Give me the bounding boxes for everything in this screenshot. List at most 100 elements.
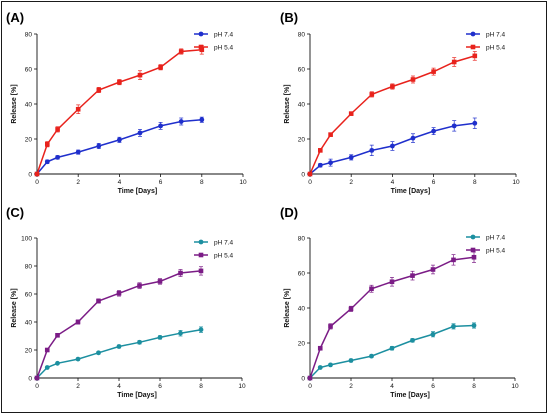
- data-point: [328, 160, 333, 166]
- data-point: [451, 257, 456, 263]
- y-tick-label: 20: [298, 340, 306, 347]
- x-tick-label: 4: [117, 383, 121, 390]
- data-point: [369, 92, 375, 97]
- y-tick-label: 20: [298, 136, 306, 143]
- y-tick-label: 60: [298, 270, 306, 277]
- series-line: [36, 328, 202, 379]
- x-tick-label: 0: [35, 179, 39, 186]
- data-point: [348, 306, 354, 312]
- panel-label: (C): [6, 205, 24, 220]
- legend-marker: [470, 31, 476, 37]
- legend-label: pH 7.4: [214, 239, 234, 246]
- data-point: [451, 123, 457, 129]
- legend-entry: pH 5.4: [194, 44, 234, 51]
- y-tick-label: 20: [25, 136, 33, 143]
- x-tick-label: 6: [432, 179, 436, 186]
- data-point: [44, 347, 50, 353]
- data-point: [389, 279, 395, 285]
- data-point: [178, 119, 184, 124]
- series-pH-54: [307, 251, 477, 381]
- data-point: [451, 59, 457, 65]
- y-tick-label: 0: [28, 375, 32, 382]
- x-tick-label: 4: [390, 383, 394, 390]
- data-point: [390, 143, 395, 149]
- legend-entry: pH 5.4: [194, 252, 234, 259]
- data-point: [389, 345, 395, 351]
- legend-marker: [470, 44, 476, 50]
- x-tick-label: 0: [35, 383, 39, 390]
- series-line: [309, 122, 475, 175]
- legend-label: pH 7.4: [486, 234, 506, 241]
- x-tick-label: 10: [512, 179, 520, 186]
- panel-4: (D) 0 2 4 6 8 10 0 20 40 60 80 Time [Days] Release [%…: [280, 205, 519, 399]
- data-point: [471, 254, 477, 260]
- y-tick-label: 0: [301, 171, 305, 178]
- data-point: [44, 365, 50, 370]
- data-point: [44, 159, 50, 165]
- y-axis-title: Release [%]: [11, 288, 18, 327]
- legend-marker: [198, 44, 204, 50]
- y-tick-label: 60: [25, 291, 33, 298]
- data-point: [137, 283, 142, 288]
- x-axis-title: Time [Days]: [391, 188, 431, 195]
- y-axis-title: Release [%]: [11, 84, 18, 123]
- data-point: [96, 87, 102, 93]
- x-tick-label: 8: [472, 383, 476, 390]
- data-point: [410, 135, 416, 141]
- data-point: [369, 286, 374, 292]
- data-point: [178, 270, 183, 276]
- data-point: [472, 53, 478, 59]
- data-point: [198, 268, 204, 274]
- x-tick-label: 10: [511, 383, 519, 390]
- y-tick-label: 60: [25, 66, 33, 73]
- data-point: [55, 333, 60, 338]
- legend-entry: pH 7.4: [194, 239, 234, 246]
- series-line: [309, 55, 476, 175]
- y-tick-label: 80: [298, 235, 306, 242]
- data-point: [471, 323, 477, 328]
- legend-entry: pH 5.4: [466, 44, 506, 51]
- series-line: [309, 324, 475, 379]
- y-tick-label: 0: [301, 375, 305, 382]
- data-point: [75, 319, 81, 325]
- x-tick-label: 2: [349, 179, 353, 186]
- data-point: [431, 128, 436, 134]
- data-point: [116, 291, 122, 296]
- x-tick-label: 10: [239, 179, 247, 186]
- series-pH-54: [307, 51, 478, 177]
- data-point: [317, 162, 323, 168]
- y-axis-title: Release [%]: [284, 288, 291, 327]
- legend-label: pH 5.4: [214, 252, 234, 259]
- data-point: [75, 149, 81, 155]
- x-tick-label: 8: [473, 179, 477, 186]
- data-point: [348, 154, 354, 160]
- data-point: [55, 360, 60, 366]
- data-point: [117, 79, 122, 85]
- y-tick-label: 0: [28, 171, 32, 178]
- data-point: [317, 345, 323, 351]
- data-point: [178, 330, 183, 336]
- series-line: [36, 270, 202, 379]
- data-point: [328, 324, 333, 329]
- series-line: [36, 49, 202, 175]
- y-axis-title: Release [%]: [284, 84, 291, 123]
- data-point: [199, 117, 205, 123]
- legend-entry: pH 7.4: [466, 31, 506, 38]
- data-point: [157, 335, 163, 340]
- data-point: [328, 362, 333, 368]
- series-pH-74: [307, 322, 477, 381]
- data-point: [96, 350, 101, 356]
- x-axis-title: Time [Days]: [118, 188, 158, 195]
- data-point: [430, 267, 436, 272]
- data-point: [157, 279, 163, 284]
- legend-entry: pH 7.4: [466, 234, 506, 241]
- x-tick-label: 0: [308, 383, 312, 390]
- panel-label: (B): [280, 10, 298, 25]
- y-tick-label: 80: [25, 263, 33, 270]
- legend-label: pH 7.4: [486, 31, 506, 38]
- x-tick-label: 2: [76, 179, 80, 186]
- data-point: [390, 84, 395, 89]
- panel-label: (A): [6, 10, 24, 25]
